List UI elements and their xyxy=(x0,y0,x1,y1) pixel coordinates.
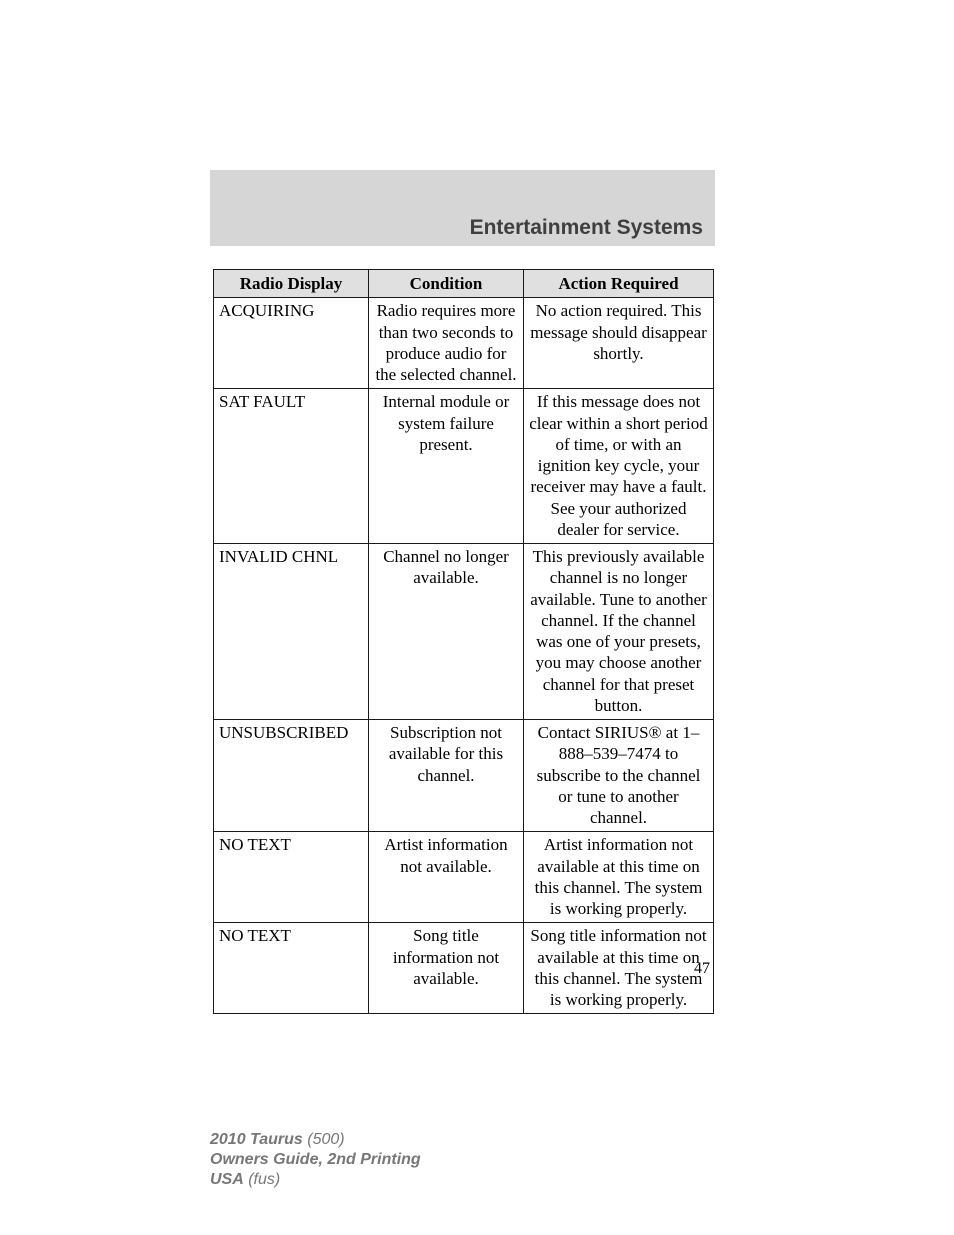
footer: 2010 Taurus (500) Owners Guide, 2nd Prin… xyxy=(210,1130,421,1190)
cell-radio-display: SAT FAULT xyxy=(214,389,369,544)
cell-action: Artist information not available at this… xyxy=(524,832,714,923)
table-row: UNSUBSCRIBEDSubscription not available f… xyxy=(214,720,714,832)
cell-radio-display: NO TEXT xyxy=(214,923,369,1014)
cell-radio-display: UNSUBSCRIBED xyxy=(214,720,369,832)
cell-action: This previously available channel is no … xyxy=(524,544,714,720)
cell-action: No action required. This message should … xyxy=(524,298,714,389)
table-row: INVALID CHNLChannel no longer available.… xyxy=(214,544,714,720)
table-row: NO TEXTSong title information not availa… xyxy=(214,923,714,1014)
cell-action: Song title information not available at … xyxy=(524,923,714,1014)
cell-action: Contact SIRIUS® at 1–888–539–7474 to sub… xyxy=(524,720,714,832)
footer-vehicle: 2010 Taurus xyxy=(210,1131,303,1148)
cell-radio-display: NO TEXT xyxy=(214,832,369,923)
col-header-display: Radio Display xyxy=(214,270,369,298)
cell-radio-display: INVALID CHNL xyxy=(214,544,369,720)
page-number: 47 xyxy=(694,960,710,978)
cell-radio-display: ACQUIRING xyxy=(214,298,369,389)
cell-action: If this message does not clear within a … xyxy=(524,389,714,544)
cell-condition: Internal module or system failure presen… xyxy=(369,389,524,544)
footer-region-code: (fus) xyxy=(244,1171,280,1188)
footer-line-3: USA (fus) xyxy=(210,1170,421,1190)
footer-line-2: Owners Guide, 2nd Printing xyxy=(210,1150,421,1170)
section-title: Entertainment Systems xyxy=(470,216,703,240)
col-header-action: Action Required xyxy=(524,270,714,298)
cell-condition: Channel no longer available. xyxy=(369,544,524,720)
table-row: SAT FAULTInternal module or system failu… xyxy=(214,389,714,544)
cell-condition: Song title information not available. xyxy=(369,923,524,1014)
table-row: NO TEXTArtist information not available.… xyxy=(214,832,714,923)
footer-guide: Owners Guide, 2nd Printing xyxy=(210,1151,421,1168)
footer-vehicle-code: (500) xyxy=(303,1131,345,1148)
header-band: Entertainment Systems xyxy=(210,170,715,246)
table-header-row: Radio Display Condition Action Required xyxy=(214,270,714,298)
troubleshooting-table: Radio Display Condition Action Required … xyxy=(213,269,713,1014)
footer-region: USA xyxy=(210,1171,244,1188)
footer-line-1: 2010 Taurus (500) xyxy=(210,1130,421,1150)
cell-condition: Radio requires more than two seconds to … xyxy=(369,298,524,389)
cell-condition: Subscription not available for this chan… xyxy=(369,720,524,832)
cell-condition: Artist information not available. xyxy=(369,832,524,923)
table-row: ACQUIRINGRadio requires more than two se… xyxy=(214,298,714,389)
col-header-condition: Condition xyxy=(369,270,524,298)
